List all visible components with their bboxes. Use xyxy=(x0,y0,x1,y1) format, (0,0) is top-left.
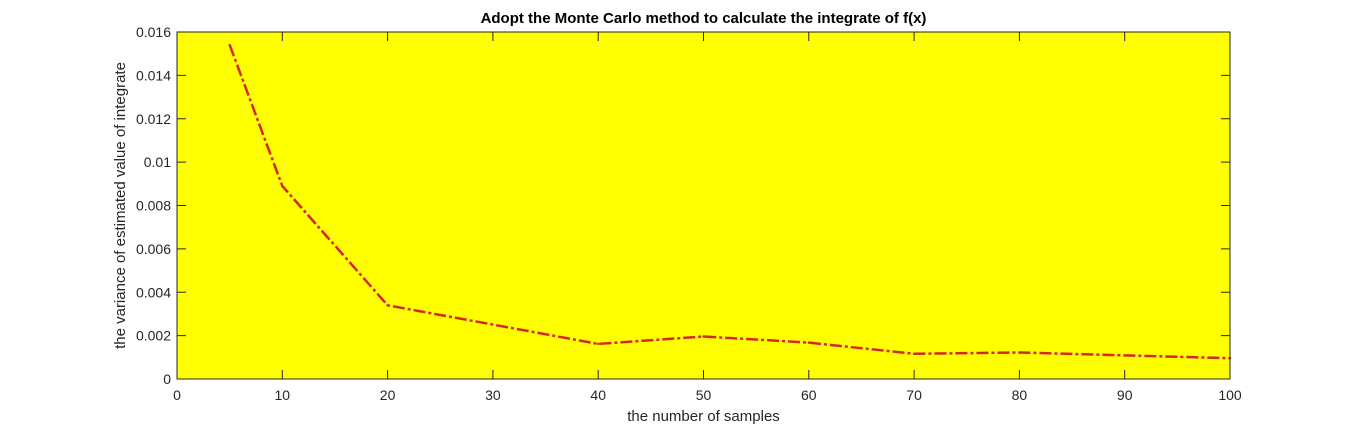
series-line xyxy=(228,44,1231,360)
data-point xyxy=(281,184,284,188)
x-tick-label: 10 xyxy=(275,387,291,403)
x-tick-label: 50 xyxy=(696,387,712,403)
y-tick-label: 0.004 xyxy=(136,284,171,300)
series-layer xyxy=(228,43,1232,360)
data-point xyxy=(597,342,600,346)
axis-ticks: 0 10 20 30 40 50 60 70 80 90 100 0 0.002 0.004 0.006 0.… xyxy=(136,24,1242,403)
plot-area xyxy=(177,32,1230,379)
x-tick-label: 70 xyxy=(906,387,922,403)
plot-frame xyxy=(176,31,1231,380)
y-axis-label: the variance of estimated value of integ… xyxy=(112,62,129,349)
y-tick-label: 0.01 xyxy=(144,154,171,170)
data-point xyxy=(807,341,810,344)
x-tick-label: 90 xyxy=(1117,387,1133,403)
y-tick-label: 0.016 xyxy=(136,24,171,40)
x-tick-label: 100 xyxy=(1218,387,1242,403)
y-tick-label: 0 xyxy=(163,371,171,387)
y-tick-label: 0.012 xyxy=(136,111,171,127)
x-axis-label: the number of samples xyxy=(627,408,780,425)
x-tick-label: 80 xyxy=(1012,387,1028,403)
y-tick-label: 0.002 xyxy=(136,328,171,344)
chart-title: Adopt the Monte Carlo method to calculat… xyxy=(481,10,927,27)
y-tick-label: 0.006 xyxy=(136,241,171,257)
x-tick-label: 30 xyxy=(485,387,501,403)
data-point xyxy=(912,352,916,356)
data-point xyxy=(702,335,705,338)
x-tick-label: 60 xyxy=(801,387,817,403)
data-point xyxy=(386,304,389,307)
x-tick-label: 40 xyxy=(590,387,606,403)
x-tick-label: 20 xyxy=(380,387,396,403)
data-point xyxy=(1018,351,1021,354)
x-tick-label: 0 xyxy=(173,387,181,403)
y-tick-label: 0.008 xyxy=(136,198,171,214)
data-point xyxy=(228,43,231,47)
y-tick-label: 0.014 xyxy=(136,67,171,83)
